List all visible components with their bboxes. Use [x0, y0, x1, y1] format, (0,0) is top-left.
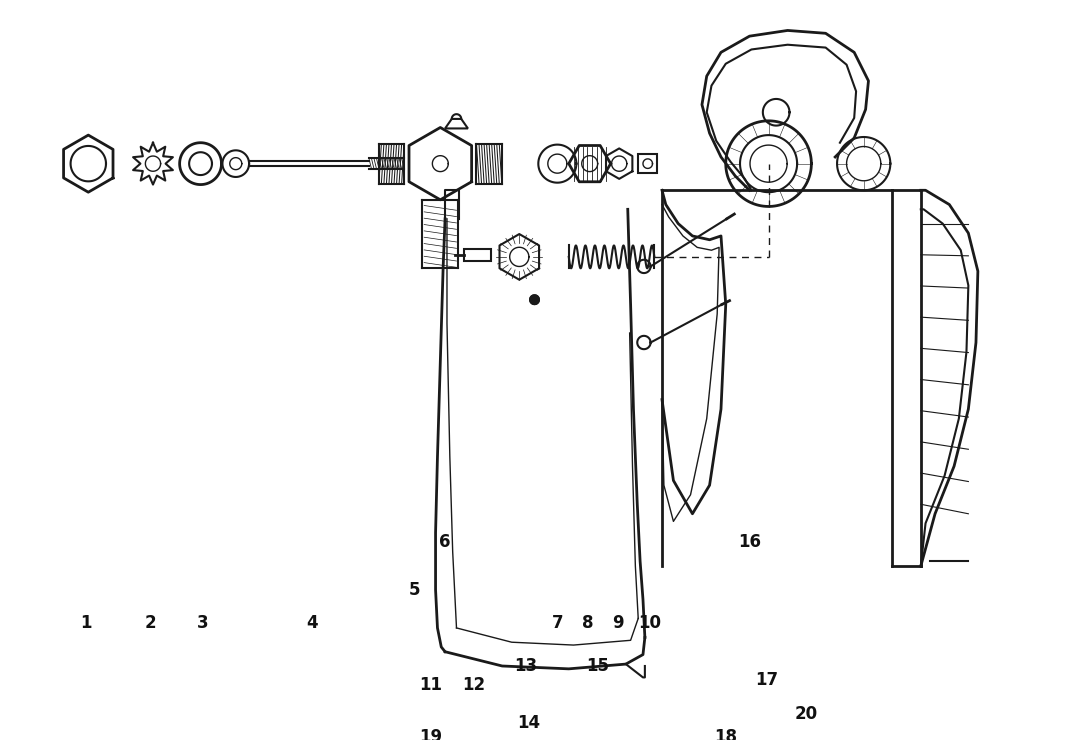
Text: 15: 15	[586, 657, 609, 675]
Text: 20: 20	[795, 704, 818, 722]
Bar	[638, 154, 657, 173]
Text: 1: 1	[79, 614, 91, 632]
Text: 6: 6	[439, 534, 451, 551]
Text: 12: 12	[462, 676, 486, 694]
Text: 8: 8	[582, 614, 594, 632]
Text: 19: 19	[419, 728, 442, 740]
Text: 14: 14	[517, 714, 540, 732]
Bar	[464, 249, 491, 260]
Text: 2: 2	[145, 614, 156, 632]
Text: 3: 3	[197, 614, 208, 632]
Text: 7: 7	[551, 614, 563, 632]
Polygon shape	[529, 295, 539, 304]
Text: 5: 5	[408, 581, 420, 599]
Text: 10: 10	[638, 614, 661, 632]
Text: 16: 16	[738, 534, 761, 551]
Text: 18: 18	[714, 728, 737, 740]
Text: 9: 9	[612, 614, 624, 632]
Text: 17: 17	[755, 671, 779, 689]
Text: 4: 4	[306, 614, 318, 632]
Text: 11: 11	[419, 676, 442, 694]
Text: 13: 13	[514, 657, 538, 675]
